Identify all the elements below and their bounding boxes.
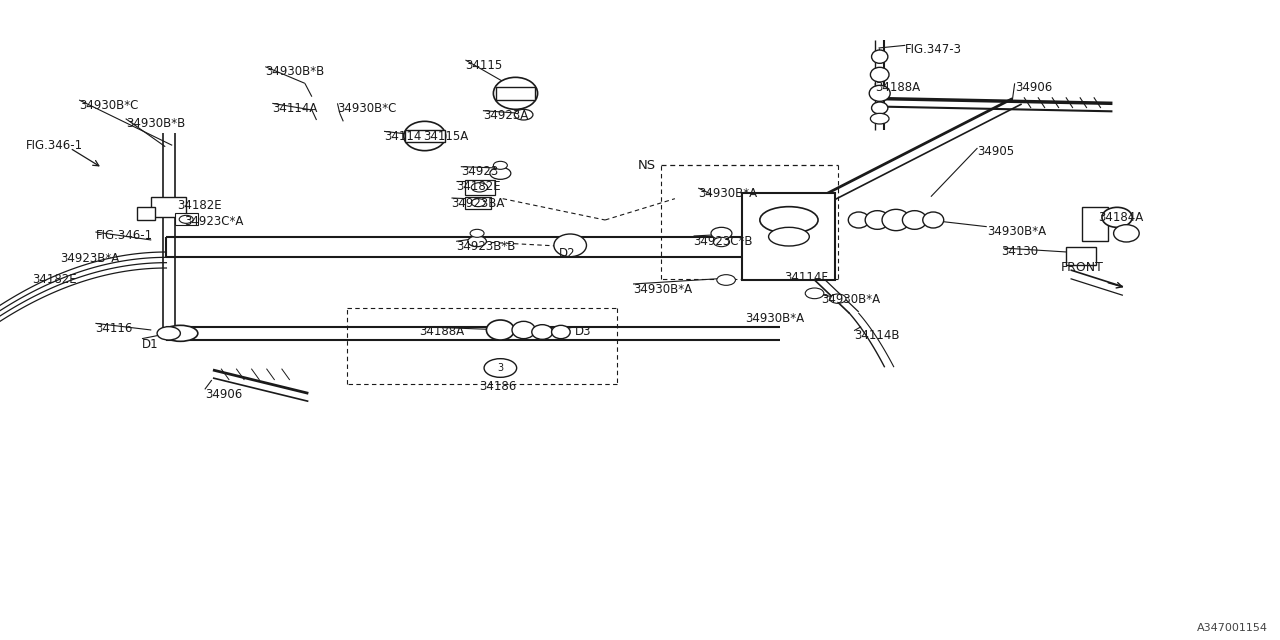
Text: 34923: 34923 [461, 165, 498, 179]
Ellipse shape [1114, 225, 1139, 242]
Text: 34930B*A: 34930B*A [745, 312, 804, 325]
Ellipse shape [554, 234, 586, 257]
Ellipse shape [923, 212, 943, 228]
Circle shape [717, 275, 736, 285]
Circle shape [484, 358, 517, 378]
Circle shape [805, 288, 824, 299]
Text: 34930B*C: 34930B*C [79, 99, 138, 111]
Text: 34184A: 34184A [1098, 211, 1144, 223]
Ellipse shape [865, 211, 890, 229]
Circle shape [470, 229, 484, 237]
Text: 34930B*A: 34930B*A [822, 293, 881, 307]
Text: 34930B*A: 34930B*A [634, 283, 692, 296]
Text: 34923BA: 34923BA [452, 196, 504, 210]
Text: 34905: 34905 [978, 145, 1015, 158]
Bar [742, 193, 836, 280]
Text: D3: D3 [575, 325, 591, 339]
Ellipse shape [163, 325, 198, 341]
Ellipse shape [512, 321, 535, 339]
Text: 34182E: 34182E [32, 273, 77, 286]
Text: 34116: 34116 [96, 322, 133, 335]
Text: 34923C*B: 34923C*B [694, 235, 753, 248]
Ellipse shape [768, 227, 809, 246]
Circle shape [490, 167, 511, 179]
Bar [137, 207, 155, 220]
Text: 34114: 34114 [384, 130, 421, 143]
Text: 34930B*C: 34930B*C [338, 102, 397, 115]
Text: 34114F: 34114F [785, 271, 828, 284]
Ellipse shape [552, 325, 570, 339]
Text: 34923B*B: 34923B*B [456, 240, 516, 253]
Bar [466, 196, 492, 209]
Text: 34182E: 34182E [456, 180, 500, 193]
Ellipse shape [486, 320, 515, 340]
Text: FIG.346-1: FIG.346-1 [26, 139, 83, 152]
Ellipse shape [1102, 207, 1133, 227]
Ellipse shape [872, 50, 888, 63]
Bar [495, 86, 535, 100]
Ellipse shape [760, 207, 818, 234]
Text: 34930B*B: 34930B*B [125, 117, 184, 131]
Text: 34930B*A: 34930B*A [698, 187, 758, 200]
Text: 34114A: 34114A [273, 102, 317, 115]
Text: 34114B: 34114B [854, 330, 900, 342]
Bar [404, 130, 444, 142]
Text: 34186: 34186 [480, 380, 517, 393]
Text: 3: 3 [498, 363, 503, 373]
Circle shape [157, 326, 180, 340]
Ellipse shape [531, 324, 553, 339]
Text: 34130: 34130 [1001, 245, 1038, 259]
Text: FRONT: FRONT [1061, 261, 1105, 275]
Text: 34930B*B: 34930B*B [265, 65, 325, 78]
Text: 34930B*A: 34930B*A [987, 225, 1046, 238]
Text: 34188A: 34188A [419, 325, 465, 339]
Bar [466, 180, 494, 195]
Ellipse shape [870, 67, 890, 82]
Bar [174, 213, 198, 225]
Text: 34906: 34906 [1015, 81, 1052, 94]
Text: 34115: 34115 [466, 59, 503, 72]
Circle shape [870, 113, 890, 124]
Circle shape [467, 236, 486, 246]
Text: 34188A: 34188A [876, 81, 920, 94]
Text: 34923B*A: 34923B*A [60, 252, 120, 265]
Circle shape [471, 182, 488, 192]
Text: FIG.346-1: FIG.346-1 [96, 229, 152, 243]
Circle shape [710, 227, 732, 239]
Ellipse shape [902, 211, 927, 229]
Bar [151, 196, 186, 217]
Ellipse shape [849, 212, 869, 228]
Circle shape [829, 294, 846, 303]
Text: 34115A: 34115A [424, 130, 468, 143]
Ellipse shape [869, 85, 890, 101]
Text: 34906: 34906 [205, 388, 242, 401]
Text: 34923C*A: 34923C*A [184, 215, 243, 228]
Circle shape [515, 109, 532, 120]
Text: D2: D2 [558, 246, 575, 260]
Text: 34182E: 34182E [177, 199, 221, 212]
Circle shape [713, 237, 730, 246]
Bar [1066, 246, 1096, 266]
Text: 34923A: 34923A [483, 109, 529, 122]
Text: FIG.347-3: FIG.347-3 [905, 44, 963, 56]
Circle shape [179, 215, 193, 223]
Text: D1: D1 [142, 338, 159, 351]
Ellipse shape [403, 122, 445, 150]
Ellipse shape [882, 209, 910, 230]
Ellipse shape [872, 102, 888, 114]
Bar [1082, 207, 1107, 241]
Text: NS: NS [637, 159, 655, 172]
Circle shape [493, 161, 507, 170]
Text: A347001154: A347001154 [1197, 623, 1268, 634]
Circle shape [471, 198, 485, 207]
Ellipse shape [493, 77, 538, 109]
